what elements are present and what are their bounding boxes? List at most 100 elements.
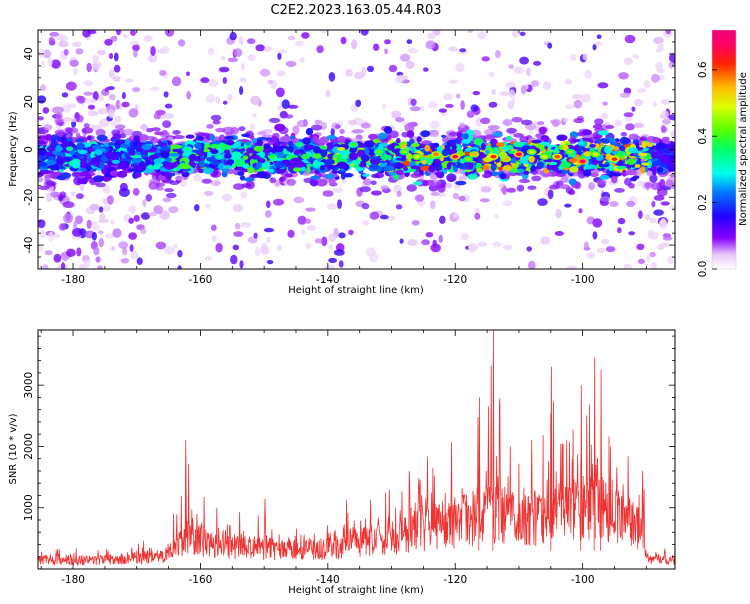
spectrogram-cell (314, 119, 323, 125)
spectrogram-cell (296, 119, 309, 128)
spectrogram-cell (359, 186, 371, 193)
spectrogram-cell (162, 120, 172, 128)
spectrogram-cell (169, 180, 180, 185)
spectrogram-cell (38, 135, 46, 142)
spectrogram-cell (425, 232, 434, 238)
spectrogram-cell (371, 173, 380, 179)
spectrogram-cell (348, 119, 357, 126)
spectrogram-image (38, 30, 675, 269)
spectrogram-cell (579, 159, 586, 164)
spectrogram-cell (436, 145, 443, 153)
spectrogram-cell (337, 147, 346, 151)
spectrogram-cell (407, 121, 415, 129)
spectrogram-cell (316, 45, 324, 54)
spectrogram-cell (502, 185, 507, 196)
spectrogram-cell (592, 124, 604, 129)
spectrogram-cell (54, 129, 67, 136)
x-tick-label: -160 (189, 274, 213, 286)
spectrogram-cell (91, 231, 97, 241)
spectrogram-cell (528, 150, 535, 154)
spectrogram-cell (198, 152, 204, 157)
spectrogram-cell (441, 134, 447, 138)
spectrogram-cell (204, 163, 209, 168)
spectrogram-cell (599, 175, 610, 180)
spectrogram-cell (75, 215, 83, 225)
spectrogram-cell (38, 245, 43, 253)
spectrogram-cell (256, 171, 268, 179)
spectrogram-cell (324, 158, 335, 166)
spectrogram-cell (589, 144, 596, 148)
spectrogram-cell (530, 80, 540, 87)
spectrogram-cell (133, 165, 143, 171)
spectrogram-cell (335, 124, 341, 129)
spectrogram-cell (614, 188, 625, 193)
spectrogram-cell (429, 132, 439, 138)
spectrogram-cell (132, 44, 140, 52)
spectrogram-cell (312, 153, 322, 159)
spectrogram-cell (207, 79, 219, 87)
spectrogram-cell (336, 161, 348, 169)
spectrogram-cell (619, 136, 630, 145)
snr-ylabel: SNR (10 * v/v) (8, 413, 19, 484)
spectrogram-cell (92, 54, 100, 63)
spectrogram-cell (623, 263, 632, 269)
spectrogram-cell (565, 78, 572, 85)
spectrogram-cell (305, 218, 312, 224)
spectrogram-cell (95, 182, 106, 188)
spectrogram-cell (616, 165, 627, 170)
spectrogram-cell (643, 80, 651, 89)
spectrogram-cell (114, 124, 126, 130)
spectrogram-cell (61, 172, 71, 179)
spectrogram-cell (491, 89, 497, 96)
spectrogram-cell (496, 161, 502, 168)
spectrogram-cell (306, 158, 315, 162)
spectrogram-cell (48, 36, 55, 43)
spectrogram-cell (222, 77, 227, 84)
spectrogram-cell (129, 40, 139, 46)
spectrogram-cell (231, 151, 242, 159)
spectrogram-cell (294, 40, 304, 47)
spectrogram-cell (161, 129, 168, 137)
spectrogram-cell (297, 215, 307, 225)
spectrogram-cell (368, 252, 379, 263)
spectrogram-cell (114, 52, 119, 62)
spectrogram-cell (147, 54, 158, 63)
spectrogram-cell (425, 40, 436, 50)
spectrogram-cell (649, 231, 659, 240)
spectrogram-cell (55, 112, 63, 120)
spectrogram-cell (238, 36, 244, 45)
spectrogram-cell (399, 238, 404, 244)
spectrogram-cell (477, 31, 487, 40)
spectrogram-cell (542, 171, 552, 177)
spectrogram-cell (75, 114, 84, 123)
spectrogram-cell (619, 145, 626, 152)
spectrogram-cell (110, 35, 118, 42)
spectrogram-cell (451, 145, 457, 150)
spectrogram-cell (249, 134, 255, 140)
spectrogram-cell (66, 138, 73, 142)
spectrogram-cell (432, 142, 440, 148)
spectrogram-cell (555, 180, 564, 186)
spectrogram-cell (599, 196, 611, 203)
spectrogram-cell (164, 103, 173, 109)
spectrogram-cell (262, 45, 272, 52)
spectrogram-cell (458, 122, 466, 129)
spectrogram-cell (240, 192, 248, 199)
spectrogram-cell (211, 140, 221, 145)
spectrogram-cell (221, 168, 230, 173)
spectrogram-cell (436, 171, 445, 179)
spectrogram-cell (370, 180, 377, 186)
spectrogram-cell (645, 213, 650, 221)
spectrogram-cell (447, 175, 455, 182)
spectrogram-cell (466, 110, 475, 118)
spectrogram-cell (333, 249, 345, 256)
spectrogram-cell (246, 38, 256, 45)
spectrogram-cell (43, 49, 51, 59)
snr-frame (37, 329, 676, 570)
spectrogram-cell (82, 30, 91, 38)
spectrogram-cell (395, 77, 404, 84)
spectrogram-cell (341, 178, 347, 184)
spectrogram-cell (467, 173, 478, 180)
spectrogram-cell (307, 224, 316, 231)
spectrogram-cell (197, 136, 204, 141)
